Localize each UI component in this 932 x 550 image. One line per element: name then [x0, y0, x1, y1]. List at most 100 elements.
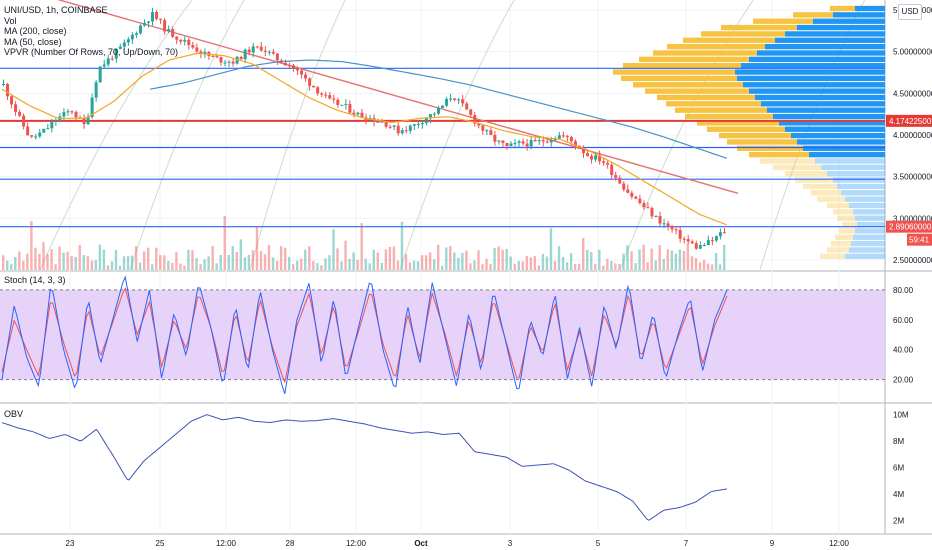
- volume-bar: [545, 256, 549, 270]
- candle-body: [356, 112, 360, 115]
- volume-bar: [58, 246, 61, 270]
- candle-body: [203, 52, 207, 54]
- candle-body: [517, 141, 521, 143]
- volume-bar: [618, 263, 621, 270]
- volume-bar: [682, 250, 686, 270]
- candle-body: [126, 39, 130, 43]
- candle-body: [437, 108, 440, 114]
- candle-body: [199, 51, 203, 54]
- volume-bar: [388, 246, 392, 270]
- volume-bar: [610, 261, 613, 270]
- candle-body: [114, 48, 118, 59]
- candle-body: [400, 130, 404, 134]
- candle-body: [698, 245, 702, 249]
- candle-body: [569, 136, 573, 142]
- candle-body: [259, 46, 263, 51]
- volume-bar: [364, 258, 367, 270]
- candle-body: [501, 140, 505, 144]
- volume-bar: [670, 250, 674, 270]
- stoch-k-line: [1, 275, 728, 394]
- vpvr-down-bar: [803, 145, 885, 151]
- key-level-tag-text: 4.17422500: [889, 117, 932, 126]
- candle-body: [453, 98, 457, 100]
- candle-body: [420, 123, 424, 125]
- candle-body: [191, 45, 195, 48]
- volume-bar: [638, 249, 641, 270]
- candle-body: [66, 111, 70, 113]
- ma200-line: [149, 59, 728, 159]
- volume-bar: [557, 246, 561, 270]
- candle-body: [292, 65, 295, 69]
- candle-body: [275, 53, 279, 61]
- volume-bar: [239, 239, 243, 270]
- time-tick-label: 12:00: [829, 539, 850, 548]
- candle-body: [94, 82, 98, 98]
- volume-bar: [70, 256, 73, 270]
- vpvr-up-bar: [833, 209, 853, 215]
- candle-body: [557, 135, 561, 139]
- volume-bar: [718, 264, 722, 270]
- vpvr-up-bar: [727, 139, 797, 145]
- candle-body: [416, 124, 420, 126]
- candle-body: [304, 74, 308, 79]
- volume-bar: [376, 252, 379, 270]
- candle-body: [320, 93, 324, 95]
- candle-body: [690, 241, 694, 244]
- volume-bar: [312, 261, 315, 270]
- vpvr-down-bar: [857, 221, 885, 228]
- time-tick-label: 28: [286, 539, 295, 548]
- candle-body: [332, 98, 336, 100]
- volume-bar: [654, 260, 657, 270]
- candle-body: [618, 177, 622, 184]
- volume-bar: [678, 249, 682, 270]
- obv-line: [1, 414, 728, 521]
- stoch-pane-title: Stoch (14, 3, 3): [4, 275, 66, 285]
- candle-body: [175, 36, 179, 40]
- candle-body: [2, 84, 5, 86]
- volume-bar: [529, 257, 533, 270]
- volume-bar: [666, 249, 669, 270]
- vpvr-up-bar: [830, 5, 855, 12]
- volume-bar: [412, 260, 416, 270]
- price-tick-label: 4.50000000: [893, 89, 932, 98]
- candle-body: [70, 111, 74, 113]
- vpvr-down-bar: [775, 37, 885, 43]
- currency-button[interactable]: USD: [898, 4, 922, 20]
- candle-body: [134, 33, 138, 35]
- volume-bar: [275, 260, 279, 270]
- volume-bar: [130, 255, 134, 270]
- key-level-tag: 4.17422500: [886, 114, 932, 127]
- volume-bar: [90, 260, 94, 270]
- candle-body: [98, 66, 102, 83]
- stoch-tick-label: 80.00: [893, 286, 914, 295]
- volume-bar: [449, 245, 452, 270]
- candle-body: [469, 109, 473, 115]
- volume-bar: [2, 255, 5, 270]
- candle-body: [457, 99, 461, 101]
- volume-bar: [541, 253, 545, 270]
- candle-body: [10, 96, 14, 105]
- vpvr-down-bar: [773, 113, 885, 120]
- candle-body: [412, 124, 416, 126]
- candle-body: [477, 123, 481, 126]
- candle-body: [54, 121, 58, 123]
- volume-bar: [142, 251, 146, 270]
- volume-bar: [702, 259, 706, 270]
- volume-bar: [271, 257, 275, 270]
- candle-body: [328, 95, 332, 99]
- volume-bar: [352, 252, 355, 270]
- candle-body: [287, 65, 291, 67]
- volume-bar: [348, 258, 351, 270]
- candle-body: [445, 98, 449, 106]
- volume-bar: [432, 259, 436, 270]
- candle-body: [122, 42, 126, 47]
- candle-body: [255, 46, 259, 48]
- candle-body: [223, 62, 227, 64]
- candle-body: [195, 47, 199, 52]
- vpvr-up-bar: [633, 82, 743, 88]
- candle-body: [388, 126, 392, 128]
- vpvr-down-bar: [761, 101, 885, 107]
- candle-body: [674, 229, 678, 231]
- stoch-tick-label: 40.00: [893, 346, 914, 355]
